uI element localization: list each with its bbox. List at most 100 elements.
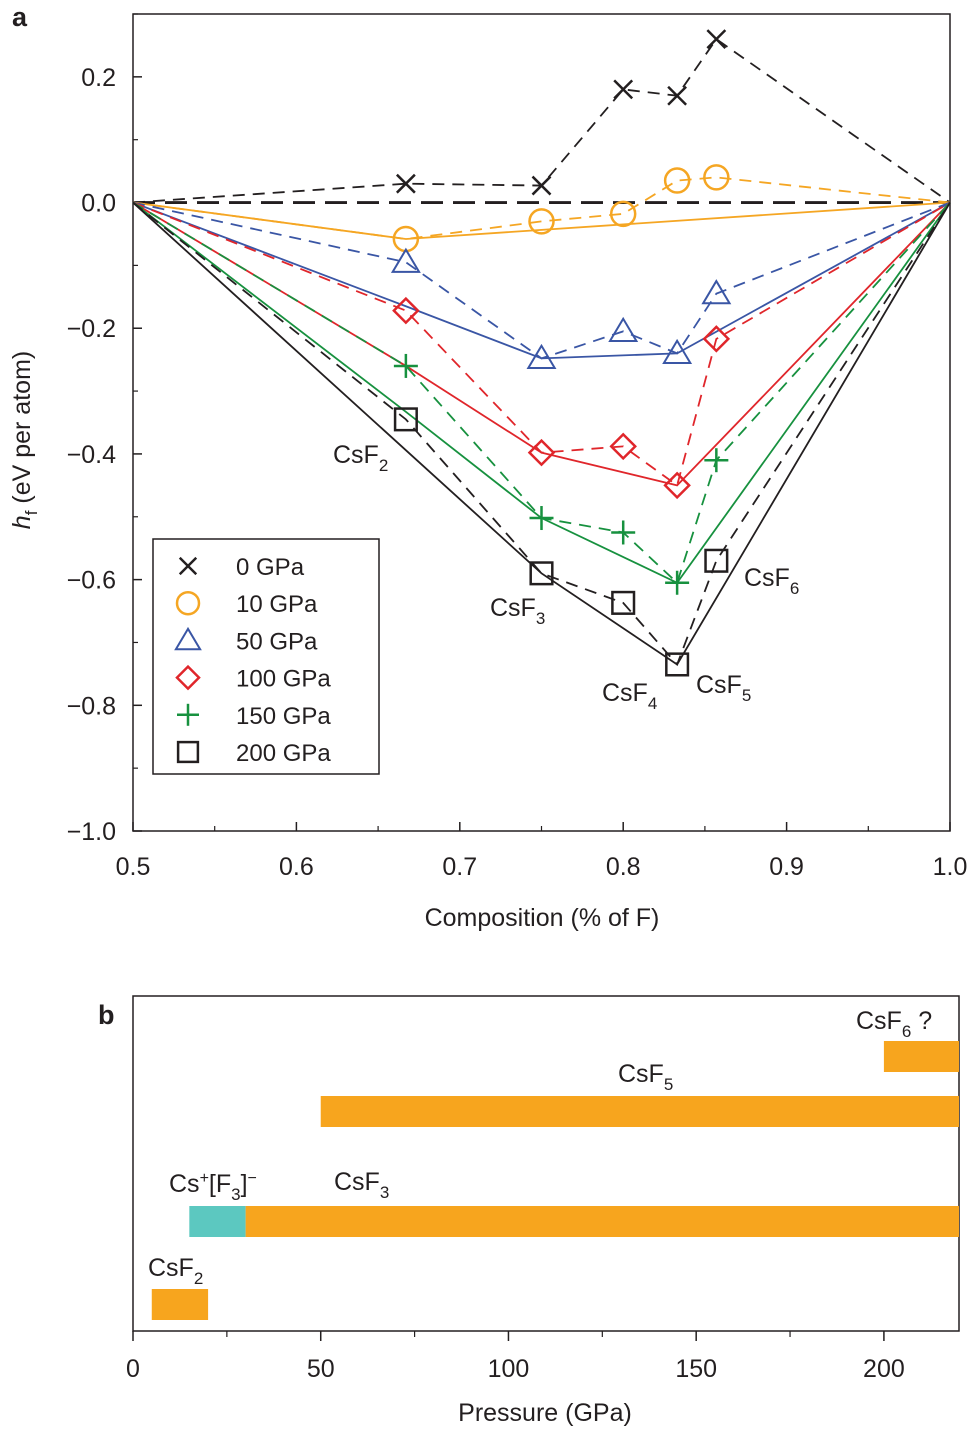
legend-marker	[177, 703, 199, 726]
panel-b-axes: 0 50 100 150 200	[126, 1331, 905, 1383]
data-point-150-gpa	[393, 353, 418, 378]
data-point-100-gpa	[702, 325, 731, 353]
label-b-csf2: CsF2	[148, 1254, 203, 1288]
legend-box	[152, 538, 380, 775]
label-csf5: CsF5	[696, 671, 751, 705]
data-point-0-gpa	[667, 85, 688, 106]
marker-stroke	[531, 175, 552, 196]
legend-marker	[178, 556, 198, 576]
label-b-polyanion: Cs+[F3]−	[169, 1170, 257, 1204]
y-axis-title: hf (eV per atom)	[8, 351, 41, 529]
data-point-200-gpa	[393, 407, 418, 432]
data-point-100-gpa	[663, 471, 691, 500]
b-x-tick-label: 100	[488, 1355, 530, 1383]
x-axis-title: Composition (% of F)	[425, 904, 660, 932]
range-bar-csf3	[245, 1206, 960, 1237]
marker-stroke	[178, 556, 198, 576]
range-bar-cs-f3-	[189, 1206, 246, 1237]
panel-a-series	[132, 29, 951, 677]
series-0-gpa	[132, 29, 951, 204]
data-line-50-gpa	[132, 201, 951, 360]
legend-marker	[175, 590, 201, 616]
legend-marker	[174, 626, 202, 651]
b-x-axis-title: Pressure (GPa)	[458, 1399, 632, 1427]
label-csf6: CsF6	[744, 564, 799, 598]
data-point-0-gpa	[706, 29, 727, 50]
data-point-10-gpa	[703, 164, 730, 191]
data-point-200-gpa	[529, 561, 554, 586]
data-point-200-gpa	[704, 548, 729, 573]
series-10-gpa	[132, 164, 951, 253]
data-point-150-gpa	[529, 506, 554, 531]
panel-b-frame	[132, 995, 960, 1332]
data-point-100-gpa	[527, 438, 556, 467]
y-tick-label: −0.8	[67, 692, 116, 720]
data-line-0-gpa	[132, 37, 951, 204]
legend-label: 10 GPa	[236, 591, 318, 618]
data-point-10-gpa	[663, 167, 691, 194]
label-csf2: CsF2	[333, 441, 388, 475]
legend-label: 100 GPa	[236, 666, 331, 693]
legend-marker	[176, 740, 200, 764]
label-b-csf3: CsF3	[334, 1168, 389, 1202]
b-x-tick-label: 150	[675, 1355, 717, 1383]
y-tick-label: −1.0	[67, 818, 116, 846]
data-point-50-gpa	[608, 316, 639, 342]
label-b-csf5: CsF5	[618, 1060, 673, 1094]
x-tick-label: 0.9	[769, 853, 804, 881]
legend: 0 GPa 10 GPa 50 GPa 100 GPa 150 GPa 200 GPa	[152, 538, 380, 775]
b-x-tick-label: 50	[307, 1355, 335, 1383]
legend-marker	[175, 664, 201, 691]
range-bar-csf2	[151, 1289, 209, 1320]
hull-line-200-gpa	[132, 201, 951, 666]
legend-label: 0 GPa	[236, 554, 305, 581]
marker-stroke	[706, 29, 727, 50]
data-point-200-gpa	[611, 590, 636, 615]
legend-label: 50 GPa	[236, 628, 318, 655]
x-tick-label: 1.0	[933, 853, 968, 881]
range-bar-csf6	[883, 1041, 959, 1072]
series-200-gpa	[132, 201, 951, 677]
legend-label: 150 GPa	[236, 703, 331, 730]
label-csf4: CsF4	[602, 679, 657, 713]
marker-stroke	[613, 79, 634, 100]
hull-line-50-gpa	[132, 201, 951, 360]
data-point-150-gpa	[704, 448, 729, 473]
data-point-0-gpa	[395, 173, 416, 194]
data-point-50-gpa	[390, 247, 421, 273]
data-point-150-gpa	[611, 520, 636, 545]
range-bar-csf5	[320, 1096, 959, 1127]
y-tick-label: 0.2	[81, 64, 116, 92]
data-point-50-gpa	[701, 279, 732, 305]
panel-a-letter: a	[12, 2, 28, 32]
data-line-100-gpa	[132, 201, 951, 487]
y-tick-label: −0.2	[67, 315, 116, 343]
series-50-gpa	[132, 201, 951, 369]
y-tick-label: −0.6	[67, 567, 116, 595]
series-150-gpa	[132, 201, 951, 595]
data-point-0-gpa	[531, 175, 552, 196]
data-point-0-gpa	[613, 79, 634, 100]
legend-label: 200 GPa	[236, 740, 331, 767]
panel-a-axes: 0.5 0.6 0.7 0.8 0.9 1.0 0.2 0.0 −0.2 −0.4 −0.6 −0.8…	[67, 13, 968, 881]
x-tick-label: 0.7	[442, 853, 477, 881]
data-point-50-gpa	[662, 338, 693, 364]
data-line-200-gpa	[132, 201, 951, 667]
x-tick-label: 0.8	[606, 853, 641, 881]
b-x-tick-label: 0	[126, 1355, 140, 1383]
data-point-10-gpa	[528, 208, 555, 235]
label-csf3: CsF3	[490, 594, 545, 628]
data-point-150-gpa	[665, 570, 690, 595]
panel-b-bars	[151, 1041, 960, 1320]
data-point-200-gpa	[665, 652, 690, 677]
marker-stroke	[395, 173, 416, 194]
y-tick-label: −0.4	[67, 441, 116, 469]
panel-b-letter: b	[98, 1000, 115, 1030]
data-point-10-gpa	[609, 200, 637, 228]
series-100-gpa	[132, 201, 951, 500]
data-point-50-gpa	[526, 343, 557, 369]
label-b-csf6: CsF6 ?	[856, 1007, 932, 1041]
x-tick-label: 0.5	[116, 853, 151, 881]
data-point-100-gpa	[609, 432, 637, 461]
